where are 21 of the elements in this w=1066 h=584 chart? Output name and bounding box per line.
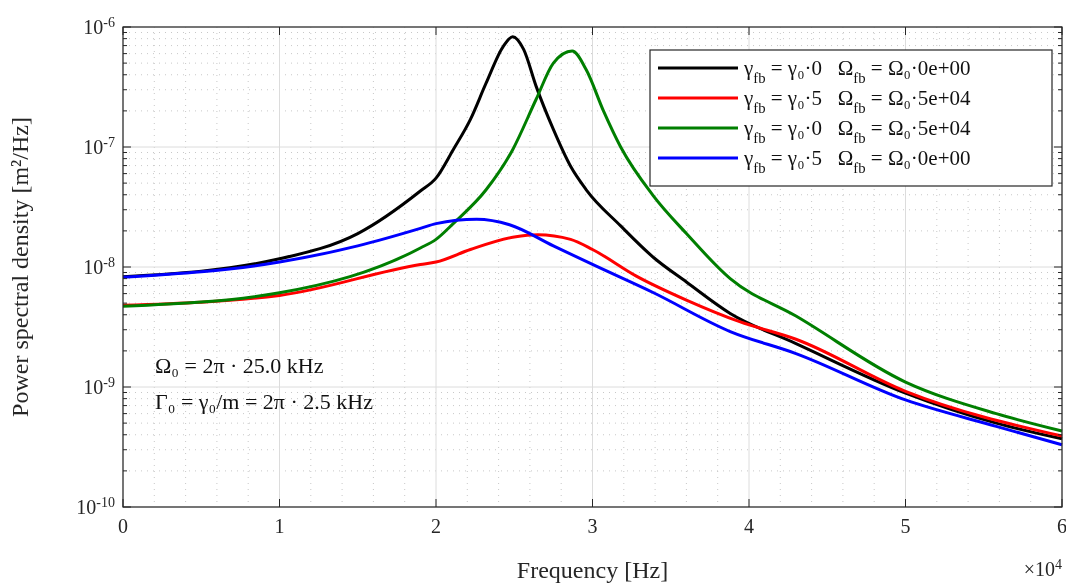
legend-label: γ$_{fb}$ = γ₀·0 Ω$_{fb}$ = Ω₀·0e+00: [743, 56, 971, 86]
x-tick-label: 6: [1057, 515, 1066, 537]
x-axis-title: Frequency [Hz]: [516, 557, 669, 583]
x-tick-label: 1: [274, 515, 285, 537]
legend-label: γ$_{fb}$ = γ₀·5 Ω$_{fb}$ = Ω₀·0e+00: [743, 146, 971, 176]
legend-label: γ$_{fb}$ = γ₀·5 Ω$_{fb}$ = Ω₀·5e+04: [743, 86, 972, 116]
y-tick-label: 10$^{-8}$: [83, 254, 115, 278]
x-tick-label: 3: [587, 515, 598, 537]
x-tick-label: 0: [118, 515, 128, 537]
text: ×10$^{4}$: [1023, 556, 1062, 580]
y-tick-label: 10$^{-10}$: [76, 494, 115, 518]
annotation: Γ₀ = γ₀/m = 2π · 2.5 kHz: [155, 389, 374, 414]
legend-label: γ$_{fb}$ = γ₀·0 Ω$_{fb}$ = Ω₀·5e+04: [743, 116, 972, 146]
y-axis-title: Power spectral density [m²/Hz]: [7, 117, 33, 417]
y-tick-label: 10$^{-9}$: [83, 374, 115, 398]
annotation: Ω₀ = 2π · 25.0 kHz: [155, 353, 324, 378]
y-tick-label: 10$^{-6}$: [83, 14, 115, 38]
x-tick-label: 2: [431, 515, 441, 537]
x-tick-label: 5: [900, 515, 911, 537]
x-tick-label: 4: [744, 515, 754, 537]
y-tick-label: 10$^{-7}$: [83, 134, 115, 158]
